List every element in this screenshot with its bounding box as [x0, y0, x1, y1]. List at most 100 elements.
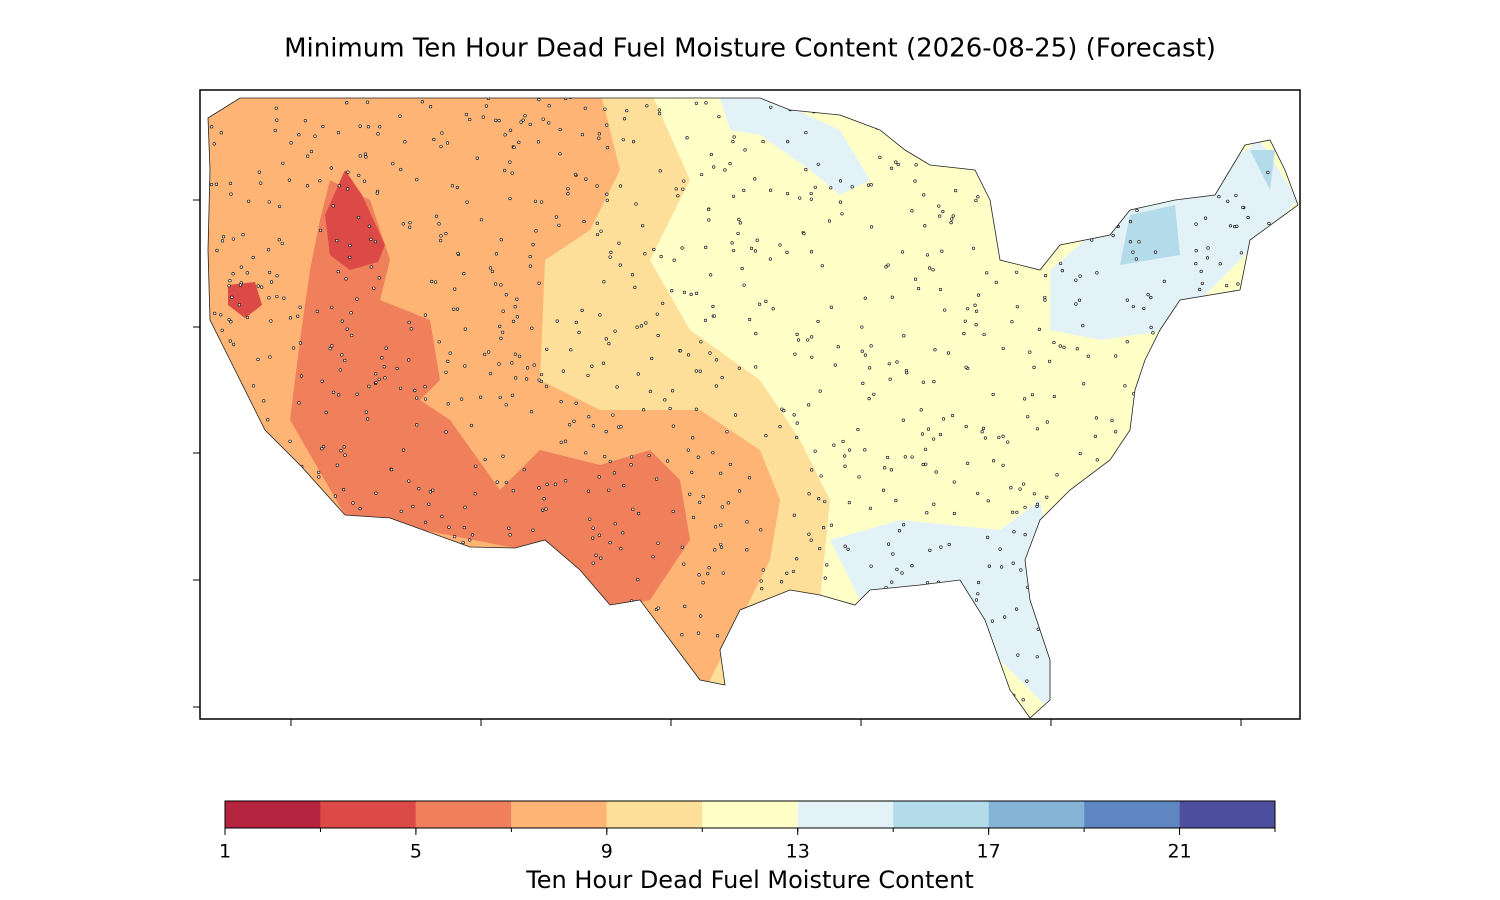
station [749, 246, 754, 250]
station [868, 506, 873, 510]
station [563, 439, 568, 443]
station [1047, 546, 1051, 550]
station [243, 616, 248, 620]
station [728, 462, 733, 467]
station [657, 642, 661, 646]
station [952, 511, 956, 516]
station [672, 258, 676, 262]
station [1206, 533, 1210, 537]
station [630, 94, 633, 97]
station [1061, 661, 1066, 665]
station [925, 253, 930, 257]
station [1226, 388, 1230, 392]
station [525, 366, 530, 370]
station [1149, 600, 1153, 604]
map-frame [199, 89, 1301, 720]
station [995, 115, 1000, 119]
station [501, 330, 505, 334]
station [1265, 119, 1270, 123]
station [946, 351, 951, 355]
station [210, 564, 214, 568]
station [721, 571, 725, 575]
station [357, 173, 361, 177]
station [213, 311, 217, 315]
station [488, 266, 493, 270]
station [818, 389, 822, 393]
station [423, 384, 427, 389]
station [1111, 589, 1115, 593]
station [1197, 492, 1201, 496]
station [933, 348, 937, 352]
station [652, 247, 656, 252]
station [232, 342, 236, 346]
station [849, 688, 853, 692]
station [1025, 679, 1029, 683]
station [1239, 251, 1243, 255]
station [1166, 604, 1171, 608]
station [949, 595, 953, 599]
station [1155, 395, 1159, 399]
station [446, 359, 450, 363]
station [714, 358, 719, 362]
station [1185, 415, 1189, 419]
station [557, 593, 561, 597]
station [599, 556, 603, 560]
station [872, 392, 876, 396]
station [1075, 347, 1079, 351]
station [370, 568, 375, 572]
country-outline [207, 97, 1299, 719]
station [292, 643, 296, 647]
station [434, 214, 439, 218]
station [538, 658, 542, 663]
station [536, 549, 540, 553]
station [1201, 591, 1206, 595]
station [771, 307, 775, 311]
station [1185, 586, 1189, 590]
station [1117, 627, 1122, 631]
station [890, 580, 894, 584]
station [465, 200, 469, 204]
station [833, 363, 837, 367]
station [1077, 229, 1081, 233]
station [643, 689, 648, 694]
station [806, 338, 810, 342]
station [484, 565, 488, 569]
station [411, 668, 415, 672]
station [1181, 147, 1186, 151]
station [507, 526, 511, 530]
station [442, 705, 447, 709]
station [1013, 155, 1017, 159]
station [738, 221, 742, 225]
station [1121, 120, 1125, 124]
station [595, 184, 599, 188]
station [855, 109, 860, 113]
station [821, 646, 826, 650]
station [363, 152, 368, 156]
station [245, 588, 250, 592]
station [523, 114, 527, 118]
station [886, 542, 891, 546]
station [220, 328, 224, 332]
station [414, 655, 418, 659]
station [403, 140, 407, 144]
station [612, 471, 617, 475]
station [910, 209, 914, 213]
station [248, 471, 252, 475]
station [807, 492, 811, 496]
station [275, 630, 280, 634]
station [932, 380, 936, 384]
station [868, 366, 872, 370]
station [1125, 340, 1129, 344]
station [1184, 451, 1188, 455]
station [517, 670, 521, 675]
station [464, 112, 469, 117]
station [275, 294, 279, 299]
station [1203, 216, 1208, 220]
station [932, 437, 936, 441]
station [463, 505, 467, 510]
station [629, 463, 633, 467]
station [1237, 651, 1242, 655]
station [1140, 654, 1144, 658]
station [595, 221, 599, 225]
station [522, 693, 526, 697]
